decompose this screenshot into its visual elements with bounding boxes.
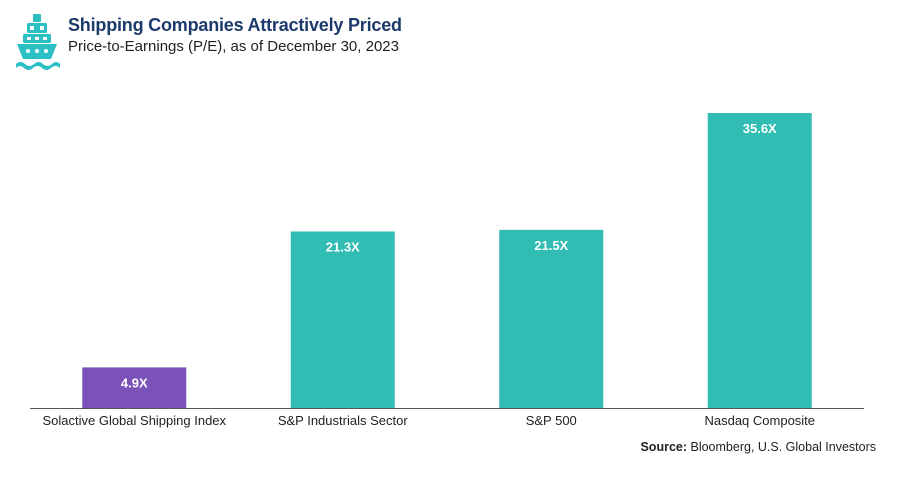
bar-value-label: 4.9X (121, 375, 148, 390)
x-tick-label: S&P Industrials Sector (278, 413, 408, 428)
bar-1 (82, 367, 187, 408)
cargo-ship-icon (16, 14, 60, 70)
chart-subtitle: Price-to-Earnings (P/E), as of December … (68, 38, 399, 55)
bar-4 (707, 113, 812, 408)
source-label: Source: (640, 440, 688, 454)
bar-2 (290, 231, 395, 408)
x-tick-label: S&P 500 (526, 413, 577, 428)
bar-3 (499, 229, 604, 408)
x-tick-label: Nasdaq Composite (704, 413, 815, 428)
bar-value-label: 35.6X (743, 121, 777, 136)
x-tick-label: Solactive Global Shipping Index (42, 413, 226, 428)
source-text: Bloomberg, U.S. Global Investors (687, 440, 876, 454)
bar-value-label: 21.3X (326, 239, 360, 254)
source-note: Source: Bloomberg, U.S. Global Investors (640, 440, 876, 454)
chart-header: Shipping Companies Attractively Priced P… (14, 12, 402, 72)
bar-value-label: 21.5X (534, 238, 568, 253)
chart-title: Shipping Companies Attractively Priced (68, 15, 402, 35)
